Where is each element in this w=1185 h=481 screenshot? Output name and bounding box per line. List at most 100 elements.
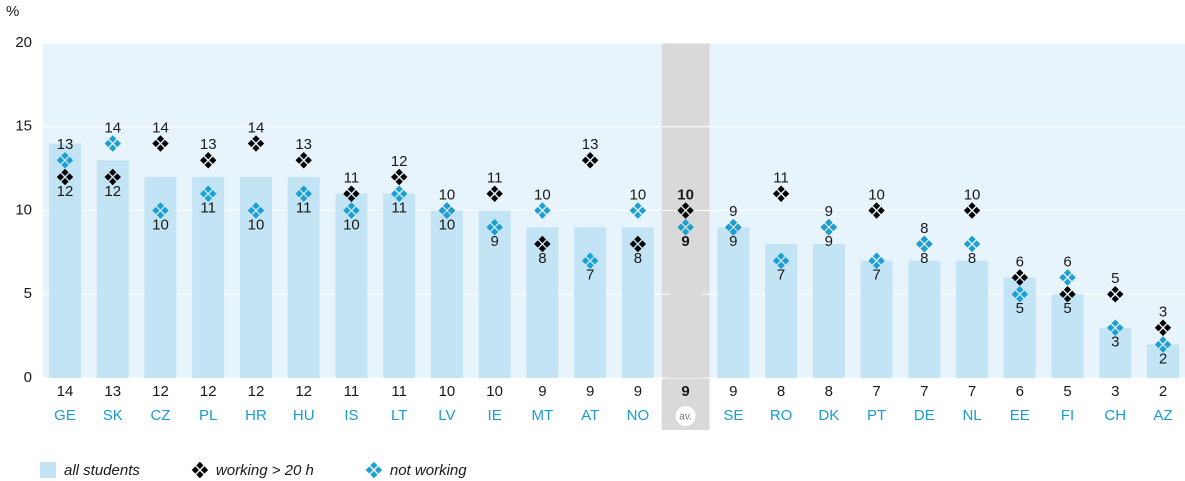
- bar-value-label: 8: [825, 383, 833, 400]
- bar: [908, 260, 941, 378]
- marker: [200, 185, 217, 202]
- marker-value-label: 11: [200, 200, 216, 217]
- marker-value-label: 14: [152, 119, 169, 136]
- bar: [812, 244, 845, 378]
- y-tick-label: 0: [24, 369, 32, 386]
- x-tick-label: HR: [245, 407, 267, 424]
- marker: [1107, 286, 1124, 303]
- marker: [772, 252, 790, 269]
- x-tick-label: IS: [344, 407, 358, 424]
- marker-value-label: 13: [57, 136, 74, 153]
- bar-value-label: 9: [586, 383, 594, 400]
- marker: [868, 202, 885, 219]
- x-tick-label: PL: [199, 407, 217, 424]
- x-tick-label: CZ: [150, 407, 170, 424]
- marker: [390, 185, 408, 202]
- marker-value-label: 8: [920, 220, 928, 237]
- marker-value-label: 7: [586, 267, 594, 284]
- x-tick-label: RO: [770, 407, 793, 424]
- x-tick-label: EE: [1010, 407, 1030, 424]
- marker: [1154, 336, 1172, 353]
- marker: [486, 185, 503, 202]
- x-tick-label: MT: [532, 407, 554, 424]
- x-tick-label: NO: [627, 407, 650, 424]
- bar: [287, 177, 320, 378]
- bar: [192, 177, 225, 378]
- bar: [574, 227, 607, 378]
- marker: [1011, 269, 1028, 286]
- marker-value-label: 12: [57, 183, 74, 200]
- marker-value-label: 8: [538, 250, 546, 267]
- marker: [581, 252, 599, 269]
- marker-value-label: 14: [248, 119, 265, 136]
- x-tick-label: CH: [1104, 407, 1126, 424]
- marker-value-label: 5: [1063, 300, 1071, 317]
- bar: [96, 160, 129, 378]
- bar-value-label: 12: [248, 383, 265, 400]
- bar-value-label: 9: [729, 383, 737, 400]
- marker-value-label: 8: [920, 250, 928, 267]
- marker-value-label: 9: [825, 233, 833, 250]
- marker: [295, 152, 312, 169]
- marker-value-label: 10: [152, 216, 169, 233]
- bar-value-label: 7: [968, 383, 976, 400]
- y-tick-label: 10: [15, 201, 32, 218]
- marker: [486, 219, 503, 236]
- marker-value-label: 10: [868, 186, 885, 203]
- marker-value-label: 5: [1111, 270, 1119, 287]
- marker: [629, 235, 647, 253]
- marker: [534, 202, 551, 219]
- bar-value-label: 9: [634, 383, 642, 400]
- bar-value-label: 9: [538, 383, 546, 400]
- y-tick-label: 5: [24, 285, 32, 302]
- highlight-badge: [675, 406, 696, 426]
- bar-value-label: 3: [1111, 383, 1119, 400]
- marker: [629, 202, 647, 219]
- marker: [1011, 286, 1028, 303]
- marker-value-label: 9: [490, 233, 498, 250]
- y-tick-label: 20: [15, 34, 32, 51]
- legend-label: working > 20 h: [216, 462, 314, 479]
- bar: [860, 260, 893, 378]
- marker: [343, 202, 360, 219]
- bar: [239, 177, 272, 378]
- marker: [247, 202, 265, 219]
- x-tick-label: PT: [867, 407, 886, 424]
- bar-value-label: 7: [872, 383, 880, 400]
- x-tick-label: FI: [1061, 407, 1074, 424]
- bar: [478, 210, 511, 378]
- bar: [335, 193, 368, 378]
- bar-value-label: 8: [777, 383, 785, 400]
- marker-value-label: 12: [104, 183, 121, 200]
- legend-label: not working: [390, 462, 467, 479]
- bar-value-label: 14: [57, 383, 74, 400]
- marker: [247, 135, 265, 152]
- x-tick-label: DE: [914, 407, 935, 424]
- marker-value-label: 10: [248, 216, 265, 233]
- marker: [1154, 319, 1172, 336]
- marker-value-label: 10: [439, 186, 456, 203]
- marker: [56, 152, 74, 169]
- marker: [677, 219, 694, 236]
- marker: [581, 152, 599, 169]
- bar-value-label: 10: [439, 383, 456, 400]
- legend-label: all students: [64, 462, 140, 479]
- marker: [1059, 286, 1076, 303]
- bar-value-label: 11: [344, 383, 360, 400]
- bar-value-label: 7: [920, 383, 928, 400]
- bar: [956, 260, 989, 378]
- y-axis-label: %: [6, 3, 19, 20]
- marker-value-label: 7: [777, 267, 785, 284]
- bar: [621, 227, 654, 378]
- marker: [200, 152, 217, 169]
- bar-value-label: 10: [486, 383, 503, 400]
- x-tick-label: LT: [391, 407, 407, 424]
- marker-value-label: 9: [729, 233, 737, 250]
- marker-value-label: 9: [825, 203, 833, 220]
- marker-value-label: 5: [1016, 300, 1024, 317]
- bar: [1003, 277, 1036, 378]
- marker: [868, 252, 885, 269]
- marker: [772, 185, 790, 202]
- bar-value-label: 2: [1159, 383, 1167, 400]
